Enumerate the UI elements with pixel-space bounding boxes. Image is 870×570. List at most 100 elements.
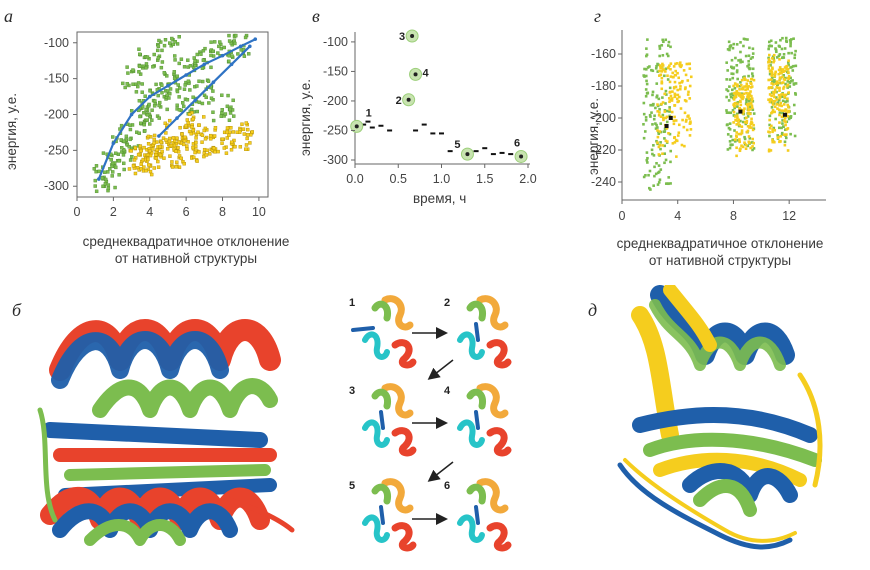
scatter-point-g-yellow <box>685 62 689 66</box>
scatter-point-g-yellow <box>786 149 790 152</box>
scatter-point-g-green <box>658 108 661 111</box>
scatter-point-a-yellow <box>213 125 218 130</box>
scatter-point-g-yellow <box>658 111 661 114</box>
scatter-point-a-green <box>201 49 206 53</box>
scatter-point-g-yellow <box>752 141 755 145</box>
scatter-point-g-green <box>659 122 663 125</box>
scatter-point-g-yellow <box>656 110 659 113</box>
sheet-blue-1 <box>42 422 268 448</box>
scatter-point-g-yellow <box>670 99 674 102</box>
scatter-point-g-green <box>657 181 661 184</box>
scatter-point-g-green <box>669 182 672 185</box>
scatter-point-a-yellow <box>229 126 233 130</box>
scatter-point-g-yellow <box>739 83 743 87</box>
scatter-point-g-green <box>646 161 649 164</box>
scatter-point-g-green <box>789 132 792 136</box>
scatter-point-a-green <box>156 44 161 48</box>
scatter-point-g-green <box>751 52 755 55</box>
scatter-point-a-green <box>131 82 135 86</box>
scatter-point-g-yellow <box>668 108 672 111</box>
scatter-point-g-yellow <box>778 76 782 79</box>
scatter-point-g-green <box>649 115 652 118</box>
scatter-point-a-yellow <box>133 146 138 150</box>
scatter-point-a-green <box>236 52 240 56</box>
scatter-point-a-yellow <box>152 133 157 138</box>
scatter-point-a-green <box>142 122 146 127</box>
scatter-point-g-yellow <box>732 104 736 108</box>
scatter-point-a-green <box>121 147 126 152</box>
scatter-point-g-green <box>645 47 648 50</box>
scatter-point-g-green <box>768 134 771 138</box>
scatter-point-g-green <box>737 59 740 62</box>
chart-v: 1 2 3 4 5 6 0.0 0.5 1.0 1.5 2.0 -100 -150 -200 -250 -3… <box>323 29 537 186</box>
scatter-point-g-yellow <box>671 142 675 145</box>
scatter-point-g-green <box>780 95 784 99</box>
scatter-point-g-green <box>664 158 668 162</box>
scatter-point-g-yellow <box>767 58 771 61</box>
scatter-point-g-yellow <box>669 94 673 98</box>
scatter-point-g-yellow <box>743 78 747 82</box>
scatter-point-g-yellow <box>667 132 670 135</box>
scatter-point-g-yellow <box>786 76 790 80</box>
scatter-point-a-yellow <box>163 121 167 126</box>
scatter-point-g-yellow <box>770 72 774 76</box>
trajectory-point-v <box>508 153 514 156</box>
scatter-point-a-green <box>189 107 194 112</box>
scatter-point-g-yellow <box>745 82 749 86</box>
scatter-point-a-green <box>211 118 216 123</box>
scatter-point-g-green <box>774 47 777 50</box>
tick-label-v-y: -200 <box>323 94 348 108</box>
scatter-point-g-green <box>771 55 775 59</box>
scatter-point-a-green <box>144 66 148 70</box>
tick-label-a-x: 6 <box>183 205 190 219</box>
scatter-point-g-yellow <box>656 141 659 144</box>
scatter-point-g-green <box>736 101 740 104</box>
scatter-point-g-green <box>751 141 754 144</box>
scatter-point-g-yellow <box>679 85 682 88</box>
trajectory-point-a <box>220 53 225 58</box>
scatter-point-g-yellow <box>750 117 753 121</box>
scatter-point-a-yellow <box>152 141 156 145</box>
scatter-point-g-green <box>654 172 658 176</box>
scatter-point-g-green <box>661 113 665 117</box>
scatter-point-g-yellow <box>661 101 665 104</box>
tick-label-g-x: 4 <box>674 209 681 223</box>
scatter-point-g-yellow <box>741 145 745 149</box>
scatter-point-g-yellow <box>739 132 743 136</box>
scatter-point-g-green <box>658 44 661 48</box>
scatter-point-g-yellow <box>786 103 790 107</box>
scatter-point-g-green <box>733 129 736 132</box>
scatter-point-g-yellow <box>746 124 750 128</box>
trajectory-line-a-0 <box>97 38 256 180</box>
scatter-point-g-green <box>728 46 732 49</box>
scatter-point-g-green <box>668 132 672 136</box>
scatter-point-g-green <box>735 69 739 72</box>
scatter-point-g-green <box>794 64 798 68</box>
scatter-point-g-green <box>738 84 742 88</box>
scatter-point-a-green <box>157 38 161 43</box>
scatter-point-g-green <box>789 79 793 83</box>
scatter-point-g-yellow <box>780 109 784 112</box>
scatter-point-g-green <box>736 77 739 81</box>
tick-label-a-x: 2 <box>110 205 117 219</box>
trajectory-point-a <box>175 116 179 120</box>
scatter-point-g-yellow <box>733 96 736 99</box>
scatter-point-g-green <box>729 65 733 69</box>
scatter-point-g-green <box>644 118 648 122</box>
scatter-point-g-yellow <box>767 67 771 70</box>
scatter-point-a-green <box>188 64 193 68</box>
scatter-point-g-yellow <box>688 122 692 125</box>
scatter-point-g-yellow <box>677 131 681 135</box>
scatter-point-a-yellow <box>238 145 243 149</box>
trajectory-point-v <box>430 132 436 135</box>
scatter-point-g-green <box>659 147 662 151</box>
scatter-point-g-yellow <box>773 75 777 78</box>
scatter-point-g-green <box>649 188 652 191</box>
scatter-point-a-yellow <box>132 158 137 162</box>
scatter-point-g-yellow <box>673 95 677 99</box>
scatter-point-g-yellow <box>687 114 690 118</box>
scatter-point-g-yellow <box>749 122 753 126</box>
scatter-point-g-green <box>789 40 792 44</box>
tick-label-v-x: 0.0 <box>346 172 363 186</box>
scatter-point-g-yellow <box>749 90 752 93</box>
